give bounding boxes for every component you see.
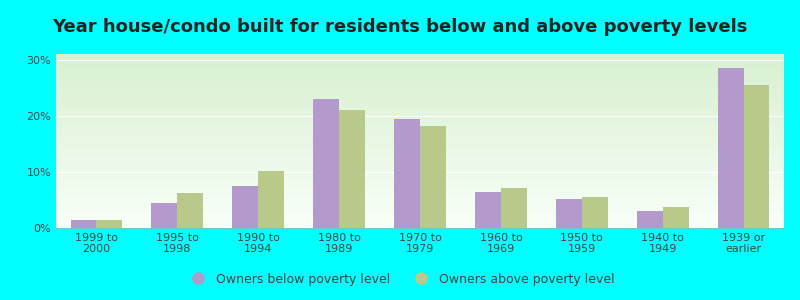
Bar bbox=[178, 193, 203, 228]
Legend: Owners below poverty level, Owners above poverty level: Owners below poverty level, Owners above… bbox=[181, 268, 619, 291]
Bar bbox=[314, 99, 339, 228]
Bar bbox=[258, 171, 284, 228]
Bar bbox=[743, 85, 770, 228]
Bar bbox=[718, 68, 743, 228]
Bar bbox=[556, 199, 582, 228]
Bar bbox=[70, 220, 97, 228]
Bar bbox=[232, 186, 258, 228]
Bar bbox=[151, 203, 178, 228]
Bar bbox=[394, 118, 420, 228]
Bar bbox=[339, 110, 365, 228]
Bar bbox=[501, 188, 526, 228]
Bar bbox=[475, 191, 501, 228]
Bar bbox=[582, 197, 608, 228]
Bar bbox=[662, 207, 689, 228]
Bar bbox=[420, 126, 446, 228]
Bar bbox=[97, 220, 122, 228]
Bar bbox=[637, 211, 662, 228]
Text: Year house/condo built for residents below and above poverty levels: Year house/condo built for residents bel… bbox=[52, 18, 748, 36]
